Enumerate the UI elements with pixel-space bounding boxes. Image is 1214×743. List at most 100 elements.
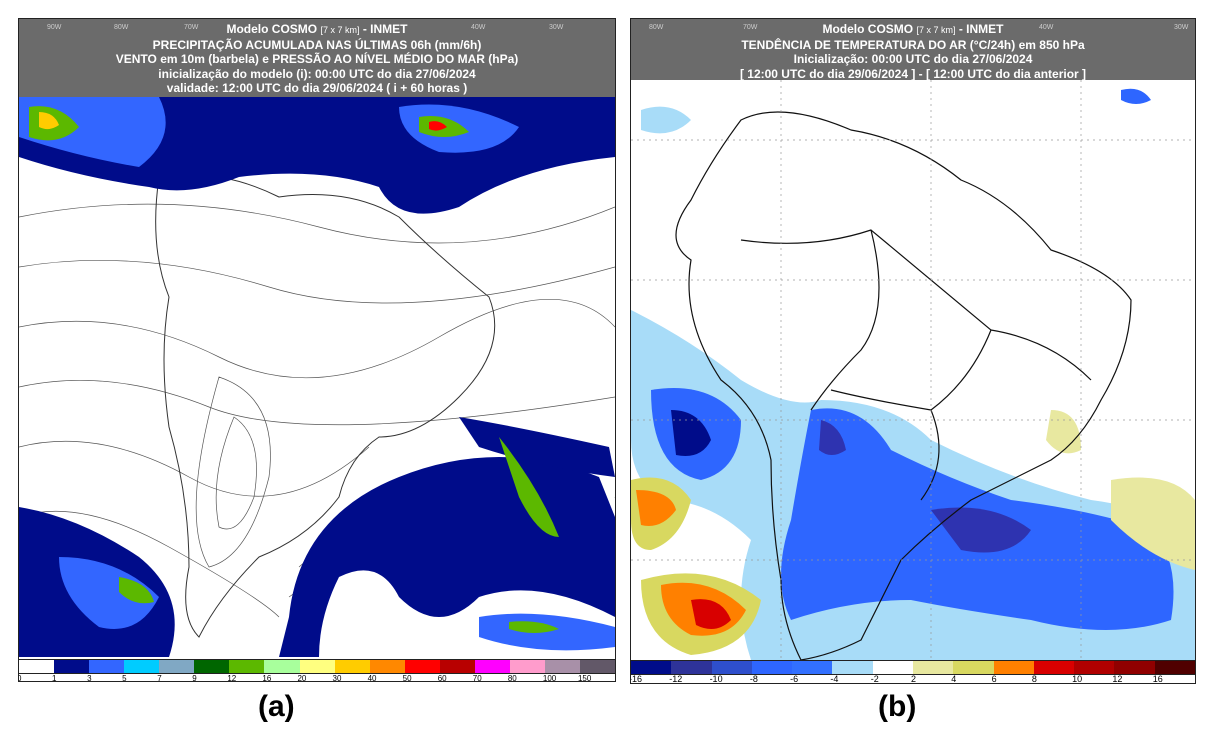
colorbar-swatch — [1033, 661, 1075, 674]
colorbar-swatch — [751, 661, 793, 674]
colorbar-swatch — [580, 660, 615, 673]
colorbar-swatch — [792, 661, 833, 674]
colorbar-label: 20 — [297, 674, 307, 682]
colorbar-label: -8 — [749, 674, 758, 684]
colorbar-label: 40 — [367, 674, 377, 682]
caption-b: (b) — [878, 690, 917, 723]
lon-label: 70W — [743, 24, 758, 31]
model-institute: - INMET — [958, 22, 1004, 36]
colorbar-swatch — [1114, 661, 1155, 674]
precipitation-wind-pressure-map — [19, 97, 615, 657]
temperature-tendency-colorbar-labels: -16 -12 -10 -8 -6 -4 -2 2 4 6 8 10 12 16 — [630, 674, 1195, 684]
colorbar-label: -10 — [709, 674, 723, 684]
caption-a: (a) — [258, 690, 295, 723]
lon-label: 30W — [1174, 24, 1189, 31]
lon-label: 80W — [649, 24, 664, 31]
lon-label: 40W — [1039, 24, 1054, 31]
colorbar-swatch — [544, 660, 580, 673]
model-institute: - INMET — [362, 22, 408, 36]
precipitation-colorbar-labels: 0 1 3 5 7 9 12 16 20 30 40 50 60 70 80 100 150 — [19, 674, 615, 682]
colorbar-swatch — [124, 660, 160, 673]
colorbar-label: 6 — [991, 674, 997, 684]
colorbar-swatch — [872, 661, 913, 674]
colorbar-swatch — [194, 660, 230, 673]
colorbar-swatch — [1074, 661, 1115, 674]
colorbar-swatch — [832, 661, 873, 674]
colorbar-swatch — [229, 660, 265, 673]
colorbar-swatch — [159, 660, 195, 673]
colorbar-swatch — [671, 661, 712, 674]
header-line-init: Inicialização: 00:00 UTC do dia 27/06/20… — [793, 52, 1033, 66]
colorbar-label: 50 — [402, 674, 412, 682]
colorbar-label: 3 — [87, 674, 92, 682]
panel-b-header: 80W 70W 40W 30W Modelo COSMO [7 x 7 km] … — [631, 19, 1195, 81]
panel-b-temperature-tendency-map: 80W 70W 40W 30W Modelo COSMO [7 x 7 km] … — [630, 18, 1196, 684]
colorbar-label: 16 — [262, 674, 272, 682]
model-resolution: [7 x 7 km] — [320, 25, 360, 35]
colorbar-label: -16 — [630, 674, 643, 684]
colorbar-label: 70 — [472, 674, 482, 682]
precipitation-colorbar — [19, 659, 615, 674]
colorbar-swatch — [369, 660, 405, 673]
panel-a-header: 90W 80W 70W 40W 30W Modelo COSMO [7 x 7 … — [19, 19, 615, 97]
model-name: Modelo COSMO — [822, 22, 914, 36]
country-borders — [675, 111, 1132, 660]
colorbar-label: 12 — [1112, 674, 1123, 684]
colorbar-swatch — [509, 660, 545, 673]
colorbar-label: -12 — [669, 674, 683, 684]
colorbar-label: 9 — [192, 674, 197, 682]
colorbar-label: -2 — [870, 674, 879, 684]
graticule — [631, 80, 1195, 660]
colorbar-label: 80 — [507, 674, 517, 682]
lon-label: 80W — [114, 24, 129, 31]
colorbar-label: 7 — [157, 674, 162, 682]
header-line-variable: TENDÊNCIA DE TEMPERATURA DO AR (°C/24h) … — [741, 37, 1085, 52]
colorbar-swatch — [299, 660, 335, 673]
header-line-period: [ 12:00 UTC do dia 29/06/2024 ] - [ 12:0… — [739, 66, 1087, 81]
header-line-validity: validade: 12:00 UTC do dia 29/06/2024 ( … — [166, 81, 468, 95]
colorbar-label: -4 — [830, 674, 839, 684]
colorbar-label: 4 — [951, 674, 957, 684]
colorbar-swatch — [711, 661, 752, 674]
colorbar-label: 0 — [19, 674, 21, 681]
colorbar-swatch — [404, 660, 440, 673]
panel-a-precipitation-map: 90W 80W 70W 40W 30W Modelo COSMO [7 x 7 … — [18, 18, 616, 682]
header-line-model: Modelo COSMO [7 x 7 km] - INMET — [19, 22, 615, 38]
colorbar-swatch — [264, 660, 300, 673]
lon-label: 90W — [47, 24, 62, 31]
colorbar-label: 5 — [122, 674, 127, 682]
model-name: Modelo COSMO — [226, 22, 318, 36]
colorbar-label: 16 — [1152, 674, 1163, 684]
colorbar-swatch — [912, 661, 954, 674]
colorbar-swatch — [54, 660, 90, 673]
header-line-wind-pressure: VENTO em 10m (barbela) e PRESSÃO AO NÍVE… — [115, 52, 519, 66]
colorbar-label: 100 — [542, 674, 557, 682]
colorbar-swatch — [439, 660, 475, 673]
header-line-init: inicialização do modelo (i): 00:00 UTC d… — [158, 66, 476, 81]
colorbar-label: -6 — [790, 674, 799, 684]
colorbar-label: 60 — [437, 674, 447, 682]
colorbar-label: 30 — [332, 674, 342, 682]
model-resolution: [7 x 7 km] — [916, 25, 956, 35]
colorbar-label: 2 — [911, 674, 917, 684]
colorbar-swatch — [474, 660, 510, 673]
colorbar-swatch — [953, 661, 994, 674]
colorbar-swatch — [19, 660, 55, 673]
lon-label: 30W — [549, 24, 564, 31]
temperature-tendency-colorbar — [631, 660, 1195, 675]
colorbar-label: 12 — [227, 674, 237, 682]
colorbar-swatch — [631, 661, 672, 674]
lon-label: 40W — [471, 24, 486, 31]
colorbar-swatch — [89, 660, 125, 673]
header-line-model: Modelo COSMO [7 x 7 km] - INMET — [631, 22, 1195, 38]
colorbar-swatch — [334, 660, 370, 673]
precipitation-areas — [19, 97, 615, 657]
temperature-tendency-areas — [631, 88, 1195, 660]
header-line-variable: PRECIPITAÇÃO ACUMULADA NAS ÚLTIMAS 06h (… — [152, 37, 482, 52]
colorbar-label: 10 — [1072, 674, 1083, 684]
colorbar-label: 1 — [52, 674, 57, 682]
colorbar-label: 150 — [577, 674, 592, 682]
temperature-tendency-map — [631, 80, 1195, 660]
colorbar-label: 8 — [1031, 674, 1037, 684]
coastlines — [155, 174, 496, 638]
